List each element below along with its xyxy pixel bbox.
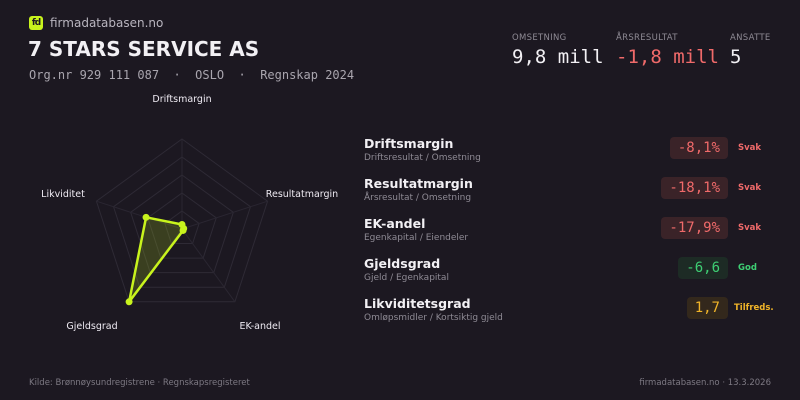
grid-ring [112, 156, 252, 288]
data-point [179, 226, 187, 234]
grid-spoke [181, 228, 236, 303]
metric-name: Resultatmargin [364, 176, 473, 191]
metric-value-badge: -17,9% [661, 217, 728, 239]
grid-spoke [96, 200, 183, 230]
metric-desc: Gjeld / Egenkapital [364, 273, 449, 283]
grid-spoke [181, 200, 268, 230]
metric-value-badge: -8,1% [669, 137, 728, 159]
grid-ring [95, 138, 269, 303]
brand: fd firmadatabasen.no [29, 16, 163, 30]
axis-label-likviditet: Likviditet [41, 189, 85, 200]
grid-ring [147, 192, 217, 259]
grid-ring [130, 174, 234, 274]
brand-name[interactable]: firmadatabasen.no [50, 16, 164, 30]
metric-desc: Egenkapital / Eiendeler [364, 233, 469, 243]
company-name: 7 STARS SERVICE AS [28, 37, 260, 61]
metric-value-badge: -18,1% [661, 177, 728, 199]
radar-chart: Driftsmargin Resultatmargin EK-andel Gjelds… [41, 94, 338, 332]
kpi-label: OMSETNING [512, 33, 567, 43]
metric-desc: Omløpsmidler / Kortsiktig gjeld [364, 313, 503, 323]
kpi-omsetning: OMSETNING 9,8 mill [512, 33, 604, 68]
metric-status: Svak [738, 143, 762, 153]
footer-site-date: firmadatabasen.no · 13.3.2026 [639, 378, 771, 388]
metric-name: Gjeldsgrad [364, 256, 441, 271]
data-point [142, 213, 150, 221]
kpi-value: 9,8 mill [512, 46, 604, 68]
metric-row: Resultatmargin Årsresultat / Omsetning -… [364, 176, 784, 216]
metric-status: Svak [738, 183, 762, 193]
metric-value-badge: 1,7 [686, 297, 728, 319]
metrics-list: Driftsmargin Driftsresultat / Omsetning … [364, 136, 784, 336]
footer-source: Kilde: Brønnøysundregistrene · Regnskaps… [29, 378, 250, 388]
metric-desc: Driftsresultat / Omsetning [364, 153, 481, 163]
metric-name: EK-andel [364, 216, 426, 231]
metric-row: Likviditetsgrad Omløpsmidler / Kortsikti… [364, 296, 784, 336]
metric-row: Driftsmargin Driftsresultat / Omsetning … [364, 136, 784, 176]
metric-status: Svak [738, 223, 762, 233]
metric-row: EK-andel Egenkapital / Eiendeler -17,9% … [364, 216, 784, 256]
metric-status: Tilfreds. [734, 303, 774, 313]
metric-name: Likviditetsgrad [364, 296, 471, 311]
axis-label-driftsmargin: Driftsmargin [152, 94, 211, 105]
data-point [125, 298, 133, 306]
logo-icon: fd [29, 16, 43, 30]
company-subtitle: Org.nr 929 111 087 · OSLO · Regnskap 202… [29, 68, 355, 82]
kpi-label: ANSATTE [730, 33, 771, 43]
axis-label-ek-andel: EK-andel [239, 321, 280, 332]
metric-name: Driftsmargin [364, 136, 454, 151]
kpi-arsresultat: ÅRSRESULTAT -1,8 mill [616, 33, 719, 68]
metric-value-badge: -6,6 [678, 257, 728, 279]
kpi-value: -1,8 mill [616, 46, 719, 68]
axis-label-gjeldsgrad: Gjeldsgrad [66, 321, 117, 332]
data-area [127, 216, 185, 304]
kpi-value: 5 [730, 46, 742, 68]
kpi-ansatte: ANSATTE 5 [730, 33, 771, 68]
metric-row: Gjeldsgrad Gjeld / Egenkapital -6,6 God [364, 256, 784, 296]
kpi-label: ÅRSRESULTAT [616, 33, 678, 43]
axis-label-resultatmargin: Resultatmargin [266, 189, 338, 200]
metric-desc: Årsresultat / Omsetning [364, 193, 472, 203]
metric-status: God [738, 263, 757, 273]
